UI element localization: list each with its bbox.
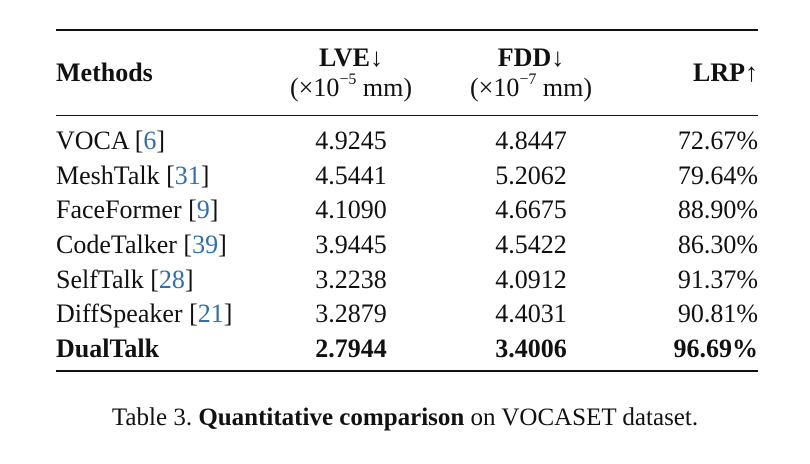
header-fdd-label: FDD↓ <box>497 43 565 72</box>
citation-link[interactable]: 21 <box>197 299 224 329</box>
lrp-cell: 88.90% <box>677 195 758 225</box>
method-cell: CodeTalker [39] <box>56 230 227 260</box>
table-row: VOCA [6] 4.9245 4.8447 72.67% <box>56 124 758 159</box>
method-cell: SelfTalk [28] <box>56 264 194 294</box>
lrp-cell: 96.69% <box>673 333 759 363</box>
header-fdd-unit: (×10−7 mm) <box>470 71 592 102</box>
table-row: SelfTalk [28] 3.2238 4.0912 91.37% <box>56 262 758 297</box>
citation-link[interactable]: 39 <box>192 230 219 260</box>
method-cell: MeshTalk [31] <box>56 160 210 190</box>
table-header: Methods LVE↓ (×10−5 mm) FDD↓ (×10−7 mm) … <box>56 31 758 115</box>
citation-link[interactable]: 6 <box>143 126 157 156</box>
caption-bold: Quantitative comparison <box>198 404 465 431</box>
top-rule <box>56 29 758 31</box>
header-row: Methods LVE↓ (×10−5 mm) FDD↓ (×10−7 mm) … <box>56 31 758 115</box>
bottom-rule <box>56 370 758 373</box>
citation-link[interactable]: 31 <box>174 160 201 190</box>
header-lve-label: LVE↓ <box>318 43 384 72</box>
table-row: CodeTalker [39] 3.9445 4.5422 86.30% <box>56 228 758 263</box>
fdd-cell: 4.8447 <box>495 126 567 156</box>
lve-cell: 4.1090 <box>315 195 387 225</box>
header-rule <box>56 115 758 116</box>
lrp-cell: 91.37% <box>677 264 758 294</box>
lrp-cell: 86.30% <box>677 230 758 260</box>
fdd-cell: 3.4006 <box>495 333 567 363</box>
table-body: VOCA [6] 4.9245 4.8447 72.67% MeshTalk [… <box>56 124 758 366</box>
fdd-cell: 4.0912 <box>495 264 567 294</box>
header-lve-unit: (×10−5 mm) <box>290 71 412 102</box>
header-fdd: FDD↓ (×10−7 mm) <box>434 31 620 115</box>
header-lve: LVE↓ (×10−5 mm) <box>288 31 434 115</box>
fdd-cell: 4.6675 <box>495 195 567 225</box>
table-row: MeshTalk [31] 4.5441 5.2062 79.64% <box>56 159 758 194</box>
lve-cell: 4.5441 <box>315 160 387 190</box>
lrp-cell: 72.67% <box>677 126 758 156</box>
lve-cell: 4.9245 <box>315 126 387 156</box>
lve-cell: 3.9445 <box>315 230 387 260</box>
lrp-cell: 90.81% <box>677 299 758 329</box>
header-lrp: LRP↑ <box>693 58 758 87</box>
citation-link[interactable]: 9 <box>196 195 210 225</box>
fdd-cell: 4.4031 <box>495 299 567 329</box>
lrp-cell: 79.64% <box>677 160 758 190</box>
results-table: Methods LVE↓ (×10−5 mm) FDD↓ (×10−7 mm) … <box>56 31 758 115</box>
caption-suffix: on VOCASET dataset. <box>464 404 699 431</box>
table-row: DiffSpeaker [21] 3.2879 4.4031 90.81% <box>56 297 758 332</box>
lve-cell: 2.7944 <box>315 333 387 363</box>
lve-cell: 3.2879 <box>315 299 387 329</box>
caption-prefix: Table 3. <box>111 404 199 431</box>
table-row: FaceFormer [9] 4.1090 4.6675 88.90% <box>56 193 758 228</box>
citation-link[interactable]: 28 <box>158 264 185 294</box>
fdd-cell: 5.2062 <box>495 160 567 190</box>
method-cell: VOCA [6] <box>56 126 166 156</box>
header-methods: Methods <box>56 58 153 87</box>
method-cell: DualTalk <box>56 333 160 363</box>
method-cell: FaceFormer [9] <box>56 195 219 225</box>
method-cell: DiffSpeaker [21] <box>56 299 233 329</box>
best-method-row: DualTalk 2.7944 3.4006 96.69% <box>56 332 758 367</box>
table-caption: Table 3. Quantitative comparison on VOCA… <box>0 402 810 434</box>
lve-cell: 3.2238 <box>315 264 387 294</box>
results-table-body: VOCA [6] 4.9245 4.8447 72.67% MeshTalk [… <box>56 124 758 366</box>
fdd-cell: 4.5422 <box>495 230 567 260</box>
results-table-container: Methods LVE↓ (×10−5 mm) FDD↓ (×10−7 mm) … <box>56 29 758 373</box>
